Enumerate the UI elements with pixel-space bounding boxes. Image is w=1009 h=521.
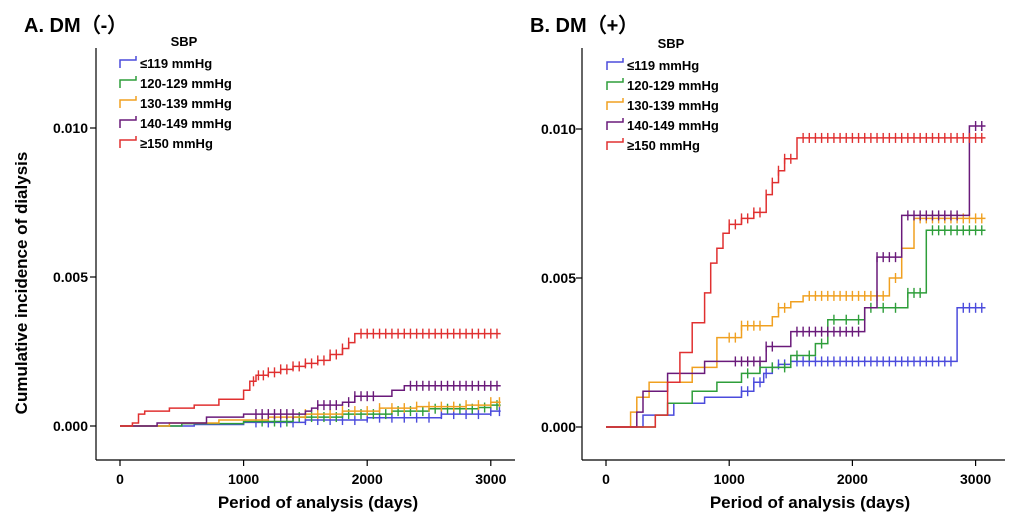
panel-a-y-tick-label: 0.010: [53, 120, 88, 136]
panel-b-x-tick-label: 2000: [837, 471, 868, 487]
panel-b-series-line-1: [606, 229, 986, 428]
panel-a-legend-swatch: [119, 56, 137, 68]
panel-a-x-tick-label: 3000: [475, 471, 506, 487]
panel-a-series-line-4: [120, 332, 501, 427]
panel-b-x-tick-label: 3000: [960, 471, 991, 487]
panel-a: A. DM（-） 0.000 0.005 0.010 0 1000 2000 3000 SBP…: [24, 14, 515, 512]
panel-b-series-line-3: [606, 125, 986, 428]
panel-a-legend-label: 130-139 mmHg: [140, 96, 232, 111]
panel-b-title: B. DM（+）: [530, 14, 638, 37]
panel-b-legend-title: SBP: [658, 36, 685, 51]
panel-b-legend-swatch: [606, 118, 624, 130]
panel-b-legend-label: 120-129 mmHg: [627, 78, 719, 93]
panel-b-legend-swatch: [606, 98, 624, 110]
panel-b-legend-label: ≤119 mmHg: [627, 58, 699, 73]
panel-a-x-tick-label: 1000: [228, 471, 259, 487]
panel-b-legend-label: ≥150 mmHg: [627, 138, 700, 153]
panel-b-y-tick-label: 0.005: [541, 270, 576, 286]
panel-a-legend-label: 140-149 mmHg: [140, 116, 232, 131]
panel-b-series-line-4: [606, 137, 986, 428]
panel-a-legend-title: SBP: [171, 34, 198, 49]
panel-a-y-tick-label: 0.005: [53, 269, 88, 285]
panel-b-x-axis-label: Period of analysis (days): [710, 493, 910, 512]
panel-a-x-axis-label: Period of analysis (days): [218, 493, 418, 512]
panel-b-plot: 0.000 0.005 0.010 0 1000 2000 3000 SBP ≤119 mmHg…: [541, 36, 1005, 487]
panel-b-legend-swatch: [606, 138, 624, 150]
panel-b-series-line-0: [606, 307, 986, 428]
panel-b-legend-swatch: [606, 58, 624, 70]
panel-b-y-tick-label: 0.010: [541, 121, 576, 137]
panel-a-legend-label: 120-129 mmHg: [140, 76, 232, 91]
panel-a-legend-label: ≤119 mmHg: [140, 56, 212, 71]
y-axis-label: Cumulative incidence of dialysis: [12, 152, 31, 415]
panel-b-legend-label: 130-139 mmHg: [627, 98, 719, 113]
panel-a-y-tick-label: 0.000: [53, 418, 88, 434]
panel-a-legend-label: ≥150 mmHg: [140, 136, 213, 151]
panel-b-series-line-2: [606, 217, 986, 428]
panel-b-x-tick-label: 1000: [714, 471, 745, 487]
panel-b-legend-label: 140-149 mmHg: [627, 118, 719, 133]
panel-a-series-line-3: [120, 385, 501, 427]
panel-a-title: A. DM（-）: [24, 14, 127, 37]
panel-b-x-tick-label: 0: [602, 471, 610, 487]
panel-b-y-tick-label: 0.000: [541, 419, 576, 435]
panel-a-x-tick-label: 0: [116, 471, 124, 487]
panel-a-legend-swatch: [119, 96, 137, 108]
panel-b-legend-swatch: [606, 78, 624, 90]
panel-a-legend-swatch: [119, 116, 137, 128]
panel-a-series-line-0: [120, 410, 501, 427]
panel-a-legend-swatch: [119, 136, 137, 148]
panel-a-plot: 0.000 0.005 0.010 0 1000 2000 3000 SBP ≤119 mmHg…: [53, 34, 515, 487]
panel-a-legend-swatch: [119, 76, 137, 88]
panel-a-x-tick-label: 2000: [352, 471, 383, 487]
panel-b: B. DM（+） 0.000 0.005 0.010 0 1000 2000 3000 SBP…: [530, 14, 1005, 512]
